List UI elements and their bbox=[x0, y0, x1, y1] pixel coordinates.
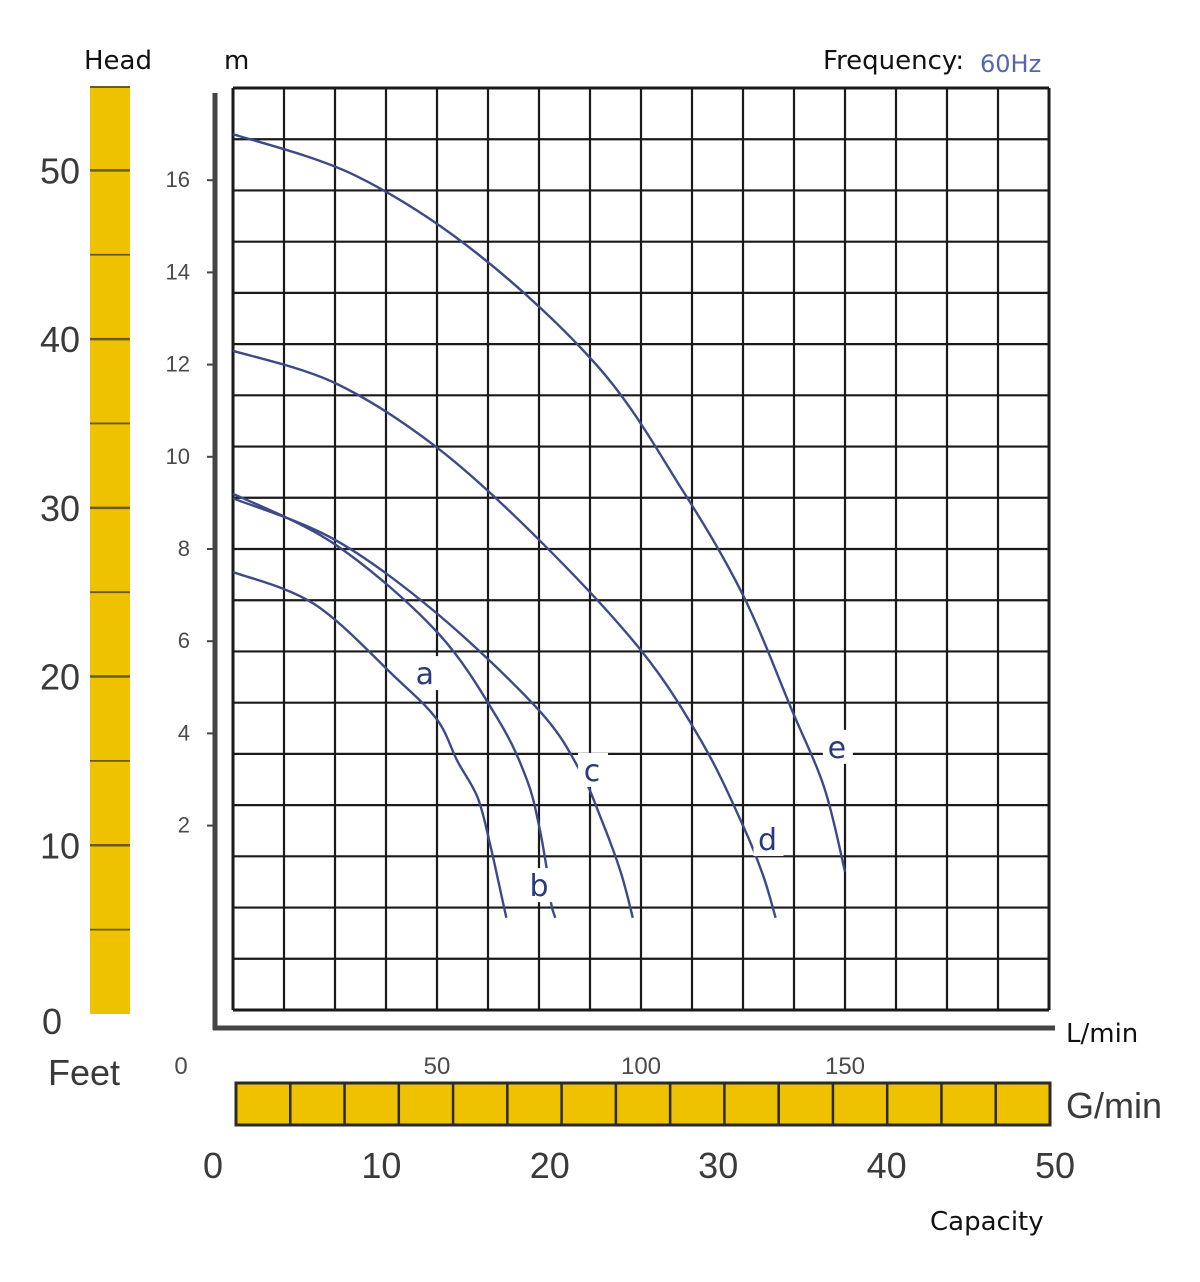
feet-tick-label: 20 bbox=[40, 657, 80, 698]
curve-label-b: b bbox=[529, 869, 548, 904]
x-tick-label: 50 bbox=[424, 1053, 451, 1080]
y-tick-label: 4 bbox=[178, 720, 190, 745]
curve-label-d: d bbox=[758, 823, 777, 858]
flow-unit-label: L/min bbox=[1066, 1019, 1138, 1049]
curve-label-backdrop bbox=[525, 868, 555, 903]
gmin-scale-bar bbox=[234, 1081, 1052, 1127]
y-tick-label: 12 bbox=[166, 352, 190, 377]
feet-tick-labels: 0 10 20 30 40 50 bbox=[40, 150, 80, 1042]
frequency-value: 60Hz bbox=[980, 50, 1041, 78]
curve-label-a: a bbox=[416, 657, 434, 692]
gmin-tick-label: 50 bbox=[1035, 1145, 1075, 1186]
gmin-tick-label: 20 bbox=[530, 1145, 570, 1186]
curve-label-backdrop bbox=[410, 656, 441, 691]
y-tick-label: 10 bbox=[166, 444, 190, 469]
gmin-scale-cells bbox=[289, 1083, 997, 1125]
gmin-label: G/min bbox=[1066, 1085, 1162, 1126]
curve-label-e: e bbox=[828, 731, 846, 766]
curve-label-backdrop bbox=[822, 729, 853, 764]
curve-c bbox=[232, 497, 634, 919]
gmin-tick-label: 30 bbox=[698, 1145, 738, 1186]
x-tick-label: 150 bbox=[825, 1053, 865, 1080]
y-tick-label: 8 bbox=[178, 536, 190, 561]
feet-tick-label: 30 bbox=[40, 488, 80, 529]
feet-scale-ticks bbox=[90, 86, 130, 931]
y-tick-label: 6 bbox=[178, 628, 190, 653]
gmin-tick-label: 40 bbox=[867, 1145, 907, 1186]
curve-d bbox=[232, 349, 777, 919]
y-tick-labels: 2 4 6 8 10 12 14 16 bbox=[166, 167, 215, 838]
feet-scale-bar bbox=[90, 86, 130, 1014]
y-tick-label: 14 bbox=[166, 259, 190, 284]
gmin-tick-label: 0 bbox=[203, 1145, 223, 1186]
curve-label-c: c bbox=[584, 754, 601, 789]
x-tick-label: 0 bbox=[174, 1053, 187, 1080]
y-tick-label: 2 bbox=[178, 813, 190, 838]
grid-lines bbox=[231, 86, 1051, 1012]
capacity-label: Capacity bbox=[930, 1207, 1044, 1237]
curve-label-backdrop bbox=[753, 822, 784, 857]
x-tick-labels: 0 50 100 150 bbox=[174, 1053, 865, 1080]
curve-label-backdrop bbox=[578, 752, 609, 787]
feet-label: Feet bbox=[48, 1052, 120, 1093]
feet-tick-label: 0 bbox=[42, 1001, 62, 1042]
gmin-tick-labels: 0 10 20 30 40 50 bbox=[203, 1145, 1075, 1186]
x-tick-label: 100 bbox=[621, 1053, 661, 1080]
feet-tick-label: 10 bbox=[40, 825, 80, 866]
feet-tick-label: 50 bbox=[40, 150, 80, 191]
gmin-tick-label: 10 bbox=[361, 1145, 401, 1186]
curve-e bbox=[232, 132, 847, 872]
feet-tick-label: 40 bbox=[40, 319, 80, 360]
curve-labels: a b c d e bbox=[410, 656, 853, 904]
head-unit-label: m bbox=[224, 46, 249, 76]
y-tick-label: 16 bbox=[166, 167, 190, 192]
curve-a bbox=[232, 570, 508, 919]
head-label: Head bbox=[84, 46, 152, 76]
frequency-label: Frequency: bbox=[823, 46, 964, 76]
